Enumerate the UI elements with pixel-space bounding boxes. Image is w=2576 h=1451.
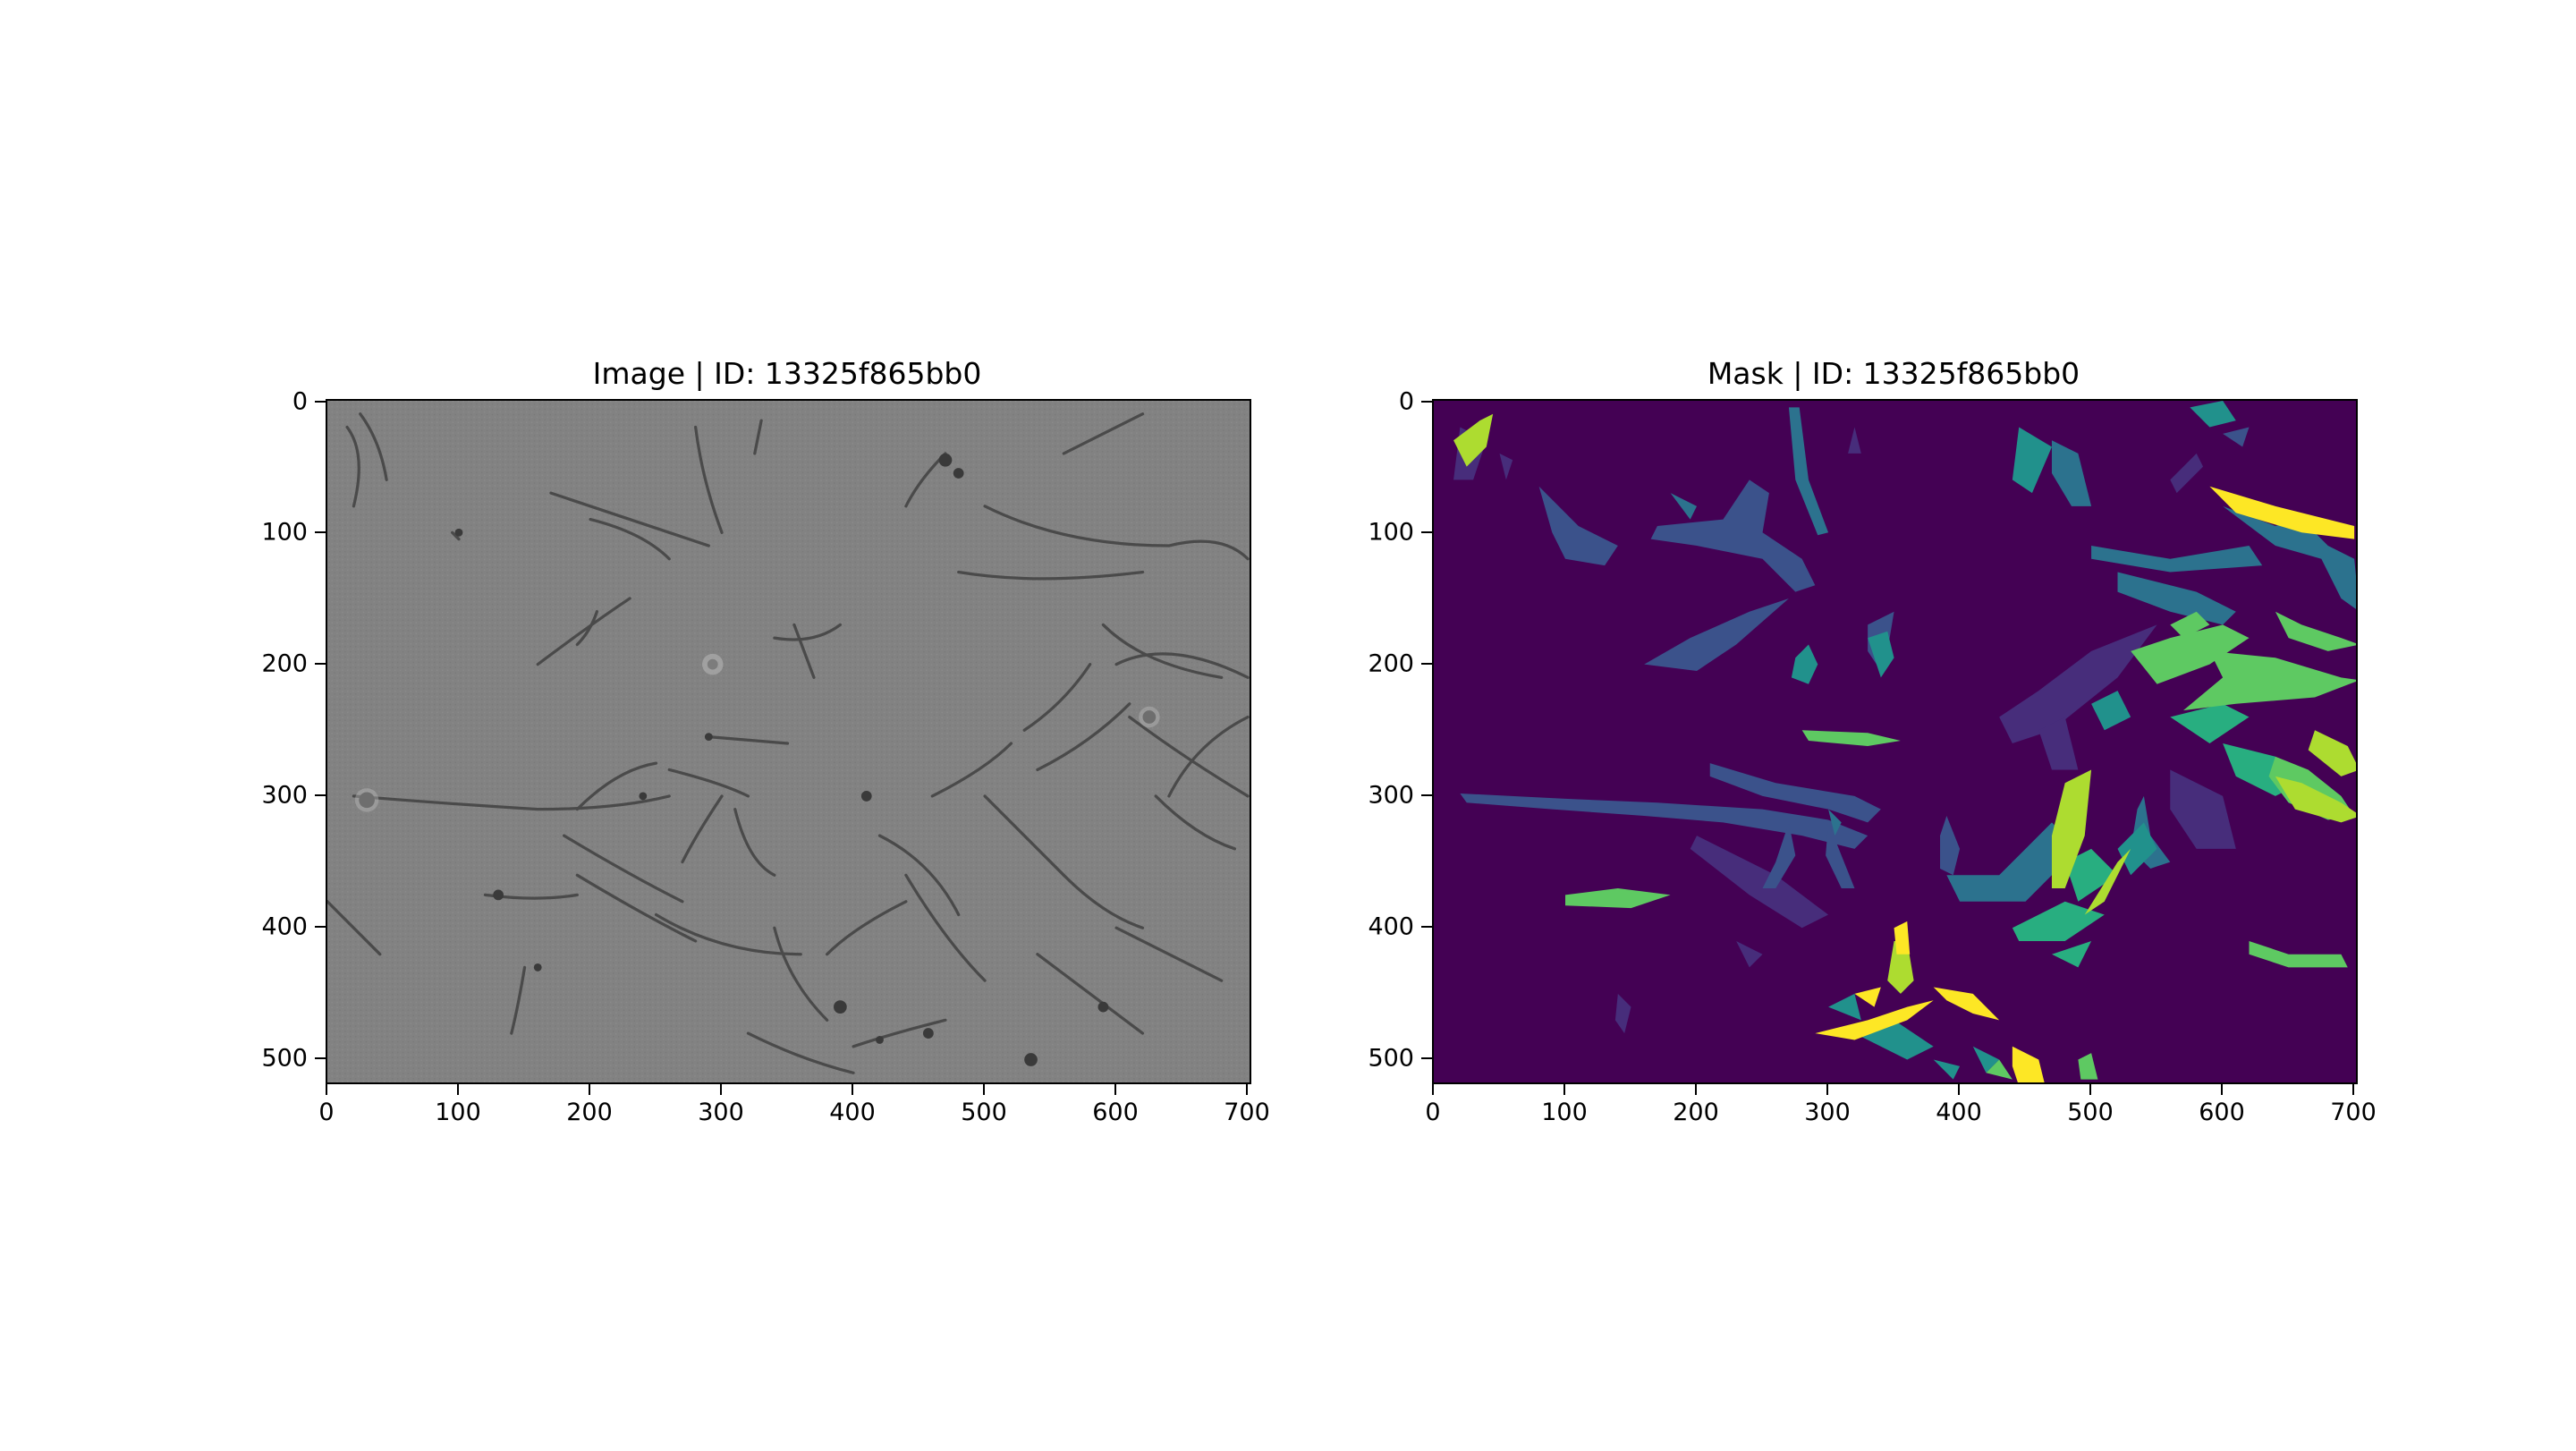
x-tick-label: 400 (829, 1099, 876, 1126)
y-tick-label: 0 (1398, 387, 1414, 416)
y-tick (315, 531, 326, 533)
y-tick (315, 1057, 326, 1059)
x-tick-label: 500 (2067, 1099, 2114, 1126)
y-tick (1421, 1057, 1432, 1059)
y-tick-label: 200 (1368, 649, 1414, 678)
mask-panel-title: Mask | ID: 13325f865bb0 (1707, 356, 2080, 391)
x-tick-label: 200 (566, 1099, 613, 1126)
x-tick-label: 600 (1092, 1099, 1139, 1126)
x-tick (1432, 1084, 1434, 1095)
x-tick (457, 1084, 459, 1095)
x-tick-label: 0 (1425, 1099, 1441, 1126)
y-tick-label: 300 (1368, 781, 1414, 810)
x-tick-label: 200 (1673, 1099, 1719, 1126)
x-tick (2089, 1084, 2091, 1095)
y-tick (1421, 531, 1432, 533)
microscopy-image (327, 401, 1250, 1082)
x-tick-label: 300 (1804, 1099, 1851, 1126)
y-tick (1421, 401, 1432, 403)
x-tick (852, 1084, 853, 1095)
x-tick (326, 1084, 327, 1095)
x-tick-label: 700 (1224, 1099, 1270, 1126)
y-tick-label: 100 (261, 518, 308, 547)
image-panel-title: Image | ID: 13325f865bb0 (592, 356, 982, 391)
x-tick (1246, 1084, 1248, 1095)
x-tick (1695, 1084, 1697, 1095)
image-plot-area (326, 399, 1251, 1084)
mask-plot-area (1432, 399, 2358, 1084)
x-tick (720, 1084, 722, 1095)
x-tick (1563, 1084, 1565, 1095)
y-tick-label: 0 (292, 387, 308, 416)
segmentation-mask (1453, 401, 2356, 1082)
x-tick (2221, 1084, 2223, 1095)
y-tick-label: 500 (1368, 1044, 1414, 1073)
x-tick (1114, 1084, 1116, 1095)
x-tick (1826, 1084, 1828, 1095)
y-tick-label: 100 (1368, 518, 1414, 547)
x-tick (2352, 1084, 2354, 1095)
y-tick-label: 200 (261, 649, 308, 678)
x-tick (1958, 1084, 1960, 1095)
y-tick-label: 500 (261, 1044, 308, 1073)
y-tick (315, 663, 326, 665)
y-tick (315, 794, 326, 796)
x-tick-label: 400 (1936, 1099, 1982, 1126)
x-tick-label: 100 (435, 1099, 481, 1126)
x-tick (983, 1084, 985, 1095)
y-tick (1421, 663, 1432, 665)
y-tick-label: 400 (261, 912, 308, 941)
y-tick (315, 926, 326, 928)
y-tick (1421, 926, 1432, 928)
x-tick-label: 300 (698, 1099, 744, 1126)
x-tick-label: 500 (961, 1099, 1007, 1126)
x-tick-label: 600 (2199, 1099, 2245, 1126)
x-tick-label: 700 (2330, 1099, 2377, 1126)
y-tick (1421, 794, 1432, 796)
y-tick-label: 400 (1368, 912, 1414, 941)
x-tick-label: 0 (318, 1099, 335, 1126)
x-tick-label: 100 (1541, 1099, 1588, 1126)
x-tick (589, 1084, 590, 1095)
y-tick (315, 401, 326, 403)
y-tick-label: 300 (261, 781, 308, 810)
